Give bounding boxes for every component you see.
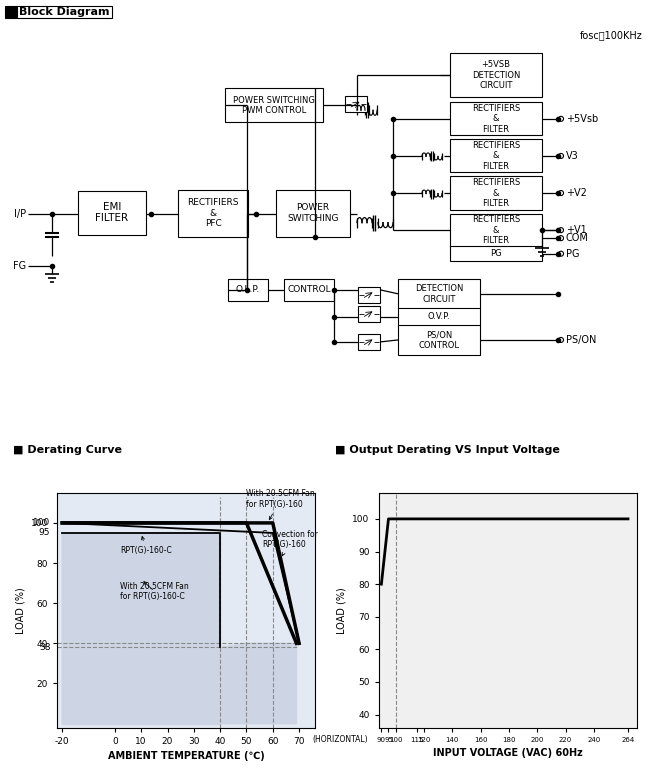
Bar — [450, 102, 542, 136]
Text: Convection for
RPT(G)-160: Convection for RPT(G)-160 — [262, 530, 318, 556]
Text: PS/ON
CONTROL: PS/ON CONTROL — [419, 330, 460, 350]
Text: O.V.P.: O.V.P. — [427, 313, 450, 321]
Text: Block Diagram: Block Diagram — [19, 7, 109, 17]
Text: PS/ON: PS/ON — [566, 335, 596, 345]
Y-axis label: LOAD (%): LOAD (%) — [337, 587, 346, 634]
Bar — [5, 6, 17, 18]
Text: EMI
FILTER: EMI FILTER — [95, 202, 129, 223]
Bar — [450, 53, 542, 97]
Bar — [398, 325, 480, 355]
Text: POWER SWITCHING
PWM CONTROL: POWER SWITCHING PWM CONTROL — [233, 95, 315, 115]
Text: 100: 100 — [33, 518, 50, 527]
Text: With 20.5CFM Fan
for RPT(G)-160-C: With 20.5CFM Fan for RPT(G)-160-C — [120, 581, 189, 601]
Bar — [178, 189, 248, 236]
Text: 38: 38 — [39, 643, 50, 652]
Text: RECTIFIERS
&
PFC: RECTIFIERS & PFC — [187, 198, 239, 228]
X-axis label: INPUT VOLTAGE (VAC) 60Hz: INPUT VOLTAGE (VAC) 60Hz — [433, 748, 582, 758]
Y-axis label: LOAD (%): LOAD (%) — [15, 587, 25, 634]
Bar — [276, 189, 350, 236]
Bar — [398, 279, 480, 309]
Bar — [78, 190, 146, 235]
Text: CONTROL: CONTROL — [287, 286, 331, 294]
Bar — [358, 306, 380, 322]
Bar — [358, 286, 380, 303]
Bar — [228, 279, 268, 301]
Text: FG: FG — [13, 261, 27, 271]
Bar — [17, 6, 112, 18]
Text: DETECTION
CIRCUIT: DETECTION CIRCUIT — [415, 284, 463, 303]
Text: O.L.P.: O.L.P. — [236, 286, 260, 294]
Text: 95: 95 — [39, 528, 50, 537]
Text: +5VSB
DETECTION
CIRCUIT: +5VSB DETECTION CIRCUIT — [472, 60, 520, 90]
Bar — [345, 96, 367, 112]
Bar — [358, 334, 380, 350]
Bar — [284, 279, 334, 301]
Bar — [450, 246, 542, 261]
Text: With 20.5CFM Fan
for RPT(G)-160: With 20.5CFM Fan for RPT(G)-160 — [247, 490, 315, 520]
Text: PG: PG — [490, 249, 502, 258]
Text: +V2: +V2 — [566, 188, 587, 198]
X-axis label: AMBIENT TEMPERATURE (℃): AMBIENT TEMPERATURE (℃) — [108, 752, 264, 762]
Text: PG: PG — [566, 249, 580, 259]
Bar — [450, 213, 542, 246]
Text: fosc：100KHz: fosc：100KHz — [580, 30, 643, 40]
Text: RECTIFIERS
&
FILTER: RECTIFIERS & FILTER — [472, 178, 520, 208]
Text: RECTIFIERS
&
FILTER: RECTIFIERS & FILTER — [472, 141, 520, 171]
Bar — [450, 176, 542, 209]
Text: RECTIFIERS
&
FILTER: RECTIFIERS & FILTER — [472, 104, 520, 134]
Bar — [450, 139, 542, 172]
Polygon shape — [62, 533, 220, 724]
Text: ■ Derating Curve: ■ Derating Curve — [13, 446, 123, 455]
Text: +V1: +V1 — [566, 225, 587, 235]
Text: I/P: I/P — [14, 209, 26, 219]
Text: +5Vsb: +5Vsb — [566, 114, 598, 124]
Text: RPT(G)-160-C: RPT(G)-160-C — [120, 537, 172, 555]
Text: V3: V3 — [566, 151, 579, 161]
Text: POWER
SWITCHING: POWER SWITCHING — [287, 203, 339, 223]
Text: ■ Output Derating VS Input Voltage: ■ Output Derating VS Input Voltage — [335, 446, 560, 455]
Polygon shape — [62, 533, 297, 724]
Bar — [225, 89, 323, 122]
Bar — [398, 308, 480, 326]
Text: COM: COM — [566, 233, 589, 243]
Text: RECTIFIERS
&
FILTER: RECTIFIERS & FILTER — [472, 216, 520, 245]
Text: (HORIZONTAL): (HORIZONTAL) — [312, 735, 368, 744]
